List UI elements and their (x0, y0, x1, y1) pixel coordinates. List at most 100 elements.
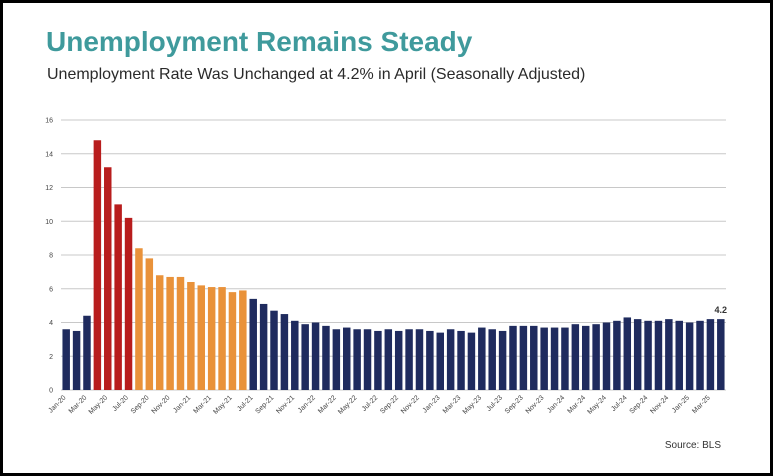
bar (249, 298, 257, 390)
bar (332, 329, 341, 390)
bar (145, 258, 154, 390)
x-tick-label: Jan-21 (172, 394, 192, 414)
bar (394, 330, 403, 390)
x-tick-label: Jan-24 (546, 394, 566, 414)
bar (446, 329, 455, 390)
x-tick-label: Nov-24 (649, 394, 670, 415)
bar (509, 325, 517, 390)
bar (166, 276, 174, 390)
bar (623, 317, 632, 390)
x-tick-label: Jul-21 (236, 394, 255, 413)
bar (374, 330, 382, 390)
bar (218, 287, 226, 390)
bar (415, 329, 424, 390)
x-tick-label: Jul-23 (486, 394, 505, 413)
bar (114, 204, 122, 390)
bar (343, 327, 351, 390)
bar (654, 320, 663, 390)
bar (135, 248, 143, 390)
chart-title: Unemployment Remains Steady (46, 26, 473, 57)
bar (353, 329, 361, 390)
bar (478, 327, 486, 390)
y-tick-label: 10 (45, 219, 53, 226)
x-tick-label: Jan-22 (297, 394, 317, 414)
bar (62, 329, 70, 390)
bar (322, 325, 330, 390)
x-tick-label: Sep-20 (130, 394, 151, 415)
chart-subtitle: Unemployment Rate Was Unchanged at 4.2% … (47, 66, 586, 83)
bar (426, 330, 434, 390)
bar (155, 275, 164, 390)
bar (405, 329, 413, 390)
bar (311, 322, 320, 390)
bar (498, 330, 507, 390)
x-tick-label: May-23 (462, 394, 484, 416)
bar (571, 324, 580, 390)
bar (239, 290, 247, 390)
bar (93, 140, 102, 390)
bar (176, 276, 185, 390)
bar (696, 320, 704, 390)
x-tick-label: Mar-20 (68, 394, 89, 415)
bar (207, 287, 216, 390)
bar (467, 332, 476, 390)
x-tick-label: May-20 (88, 394, 110, 416)
bar (613, 320, 621, 390)
x-tick-label: Mar-23 (442, 394, 463, 415)
bar (602, 322, 611, 390)
bar (685, 322, 694, 390)
bar (519, 325, 528, 390)
bar (717, 319, 725, 390)
bar (301, 324, 309, 390)
bar (665, 319, 673, 390)
bar (104, 167, 112, 390)
bar (457, 330, 465, 390)
x-tick-label: Nov-22 (400, 394, 421, 415)
bar (550, 327, 559, 390)
bar (291, 320, 299, 390)
bar (436, 332, 444, 390)
bar (83, 315, 91, 390)
bar (644, 320, 652, 390)
x-tick-label: May-21 (212, 394, 234, 416)
x-tick-label: Mar-22 (317, 394, 338, 415)
x-tick-label: May-22 (337, 394, 359, 416)
bar (675, 320, 683, 390)
bar (633, 319, 642, 390)
bar (270, 310, 278, 390)
bar (530, 325, 538, 390)
x-tick-label: Sep-23 (504, 394, 525, 415)
y-tick-label: 12 (45, 185, 53, 192)
bar (228, 292, 237, 390)
x-tick-label: Mar-25 (691, 394, 712, 415)
x-tick-label: Sep-24 (629, 394, 650, 415)
y-tick-label: 14 (45, 151, 53, 158)
bar (187, 282, 195, 390)
x-tick-label: Jan-23 (422, 394, 442, 414)
x-tick-label: Jan-20 (48, 394, 68, 414)
bar (363, 329, 372, 390)
x-tick-label: Jul-24 (610, 394, 629, 413)
x-tick-label: May-24 (586, 394, 608, 416)
x-tick-label: Nov-20 (151, 394, 172, 415)
bar (561, 327, 569, 390)
bar (280, 314, 289, 390)
bar (488, 329, 496, 390)
y-tick-label: 8 (49, 253, 53, 260)
y-tick-label: 2 (49, 354, 53, 361)
bar (592, 324, 600, 390)
y-tick-label: 16 (45, 118, 53, 125)
y-tick-label: 6 (49, 286, 53, 293)
bar (197, 285, 206, 390)
y-tick-label: 4 (49, 320, 53, 327)
x-tick-label: Sep-21 (255, 394, 276, 415)
bar (72, 330, 81, 390)
x-tick-label: Nov-21 (275, 394, 296, 415)
bar (259, 303, 268, 390)
x-tick-label: Nov-23 (525, 394, 546, 415)
y-tick-label: 0 (49, 388, 53, 395)
x-tick-label: Jul-20 (112, 394, 131, 413)
data-label: 4.2 (715, 305, 728, 315)
source-note: Source: BLS (664, 440, 721, 451)
